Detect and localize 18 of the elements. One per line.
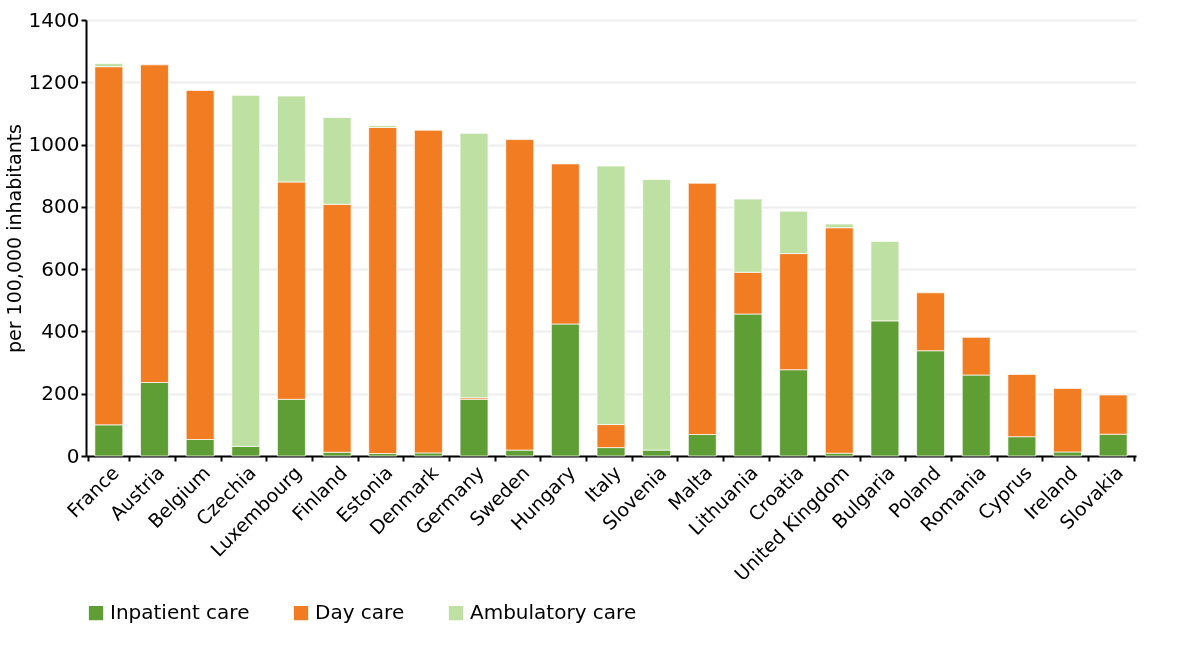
bar <box>368 127 398 454</box>
y-tick-label: 1200 <box>28 69 80 94</box>
bar <box>824 227 854 454</box>
y-axis-title: per 100,000 inhabitants <box>2 123 25 354</box>
y-tick-label: 1400 <box>28 7 80 32</box>
y-tick-label: 1000 <box>28 132 80 157</box>
bar <box>459 398 489 457</box>
y-tick-label: 400 <box>41 318 80 343</box>
y-tick-label: 800 <box>41 194 80 219</box>
legend-label: Inpatient care <box>110 600 250 625</box>
bar <box>459 133 489 399</box>
legend-label: Ambulatory care <box>470 600 637 625</box>
legend-label: Day care <box>315 600 405 625</box>
bar <box>1053 388 1082 453</box>
y-tick-label: 600 <box>41 256 80 281</box>
y-tick-label: 200 <box>41 381 80 406</box>
y-tick-label: 0 <box>66 443 80 468</box>
bar <box>414 129 443 454</box>
